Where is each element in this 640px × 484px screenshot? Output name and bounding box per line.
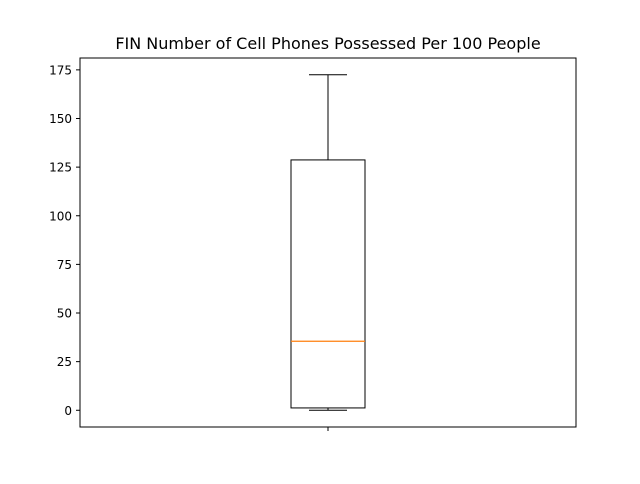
- interquartile-box: [290, 159, 366, 409]
- y-tick-label: 0: [64, 404, 72, 418]
- y-tick-label: 25: [57, 355, 72, 369]
- y-tick-label: 150: [49, 112, 72, 126]
- y-tick-label: 175: [49, 63, 72, 77]
- plot-marks: [290, 74, 366, 411]
- y-tick-label: 125: [49, 161, 72, 175]
- y-tick-label: 50: [57, 307, 72, 321]
- chart-title: FIN Number of Cell Phones Possessed Per …: [115, 34, 540, 53]
- y-tick-label: 100: [49, 209, 72, 223]
- y-axis: 0 25 50 75 100 125 150 175: [49, 63, 80, 418]
- y-tick-label: 75: [57, 258, 72, 272]
- axes-frame: [79, 57, 577, 428]
